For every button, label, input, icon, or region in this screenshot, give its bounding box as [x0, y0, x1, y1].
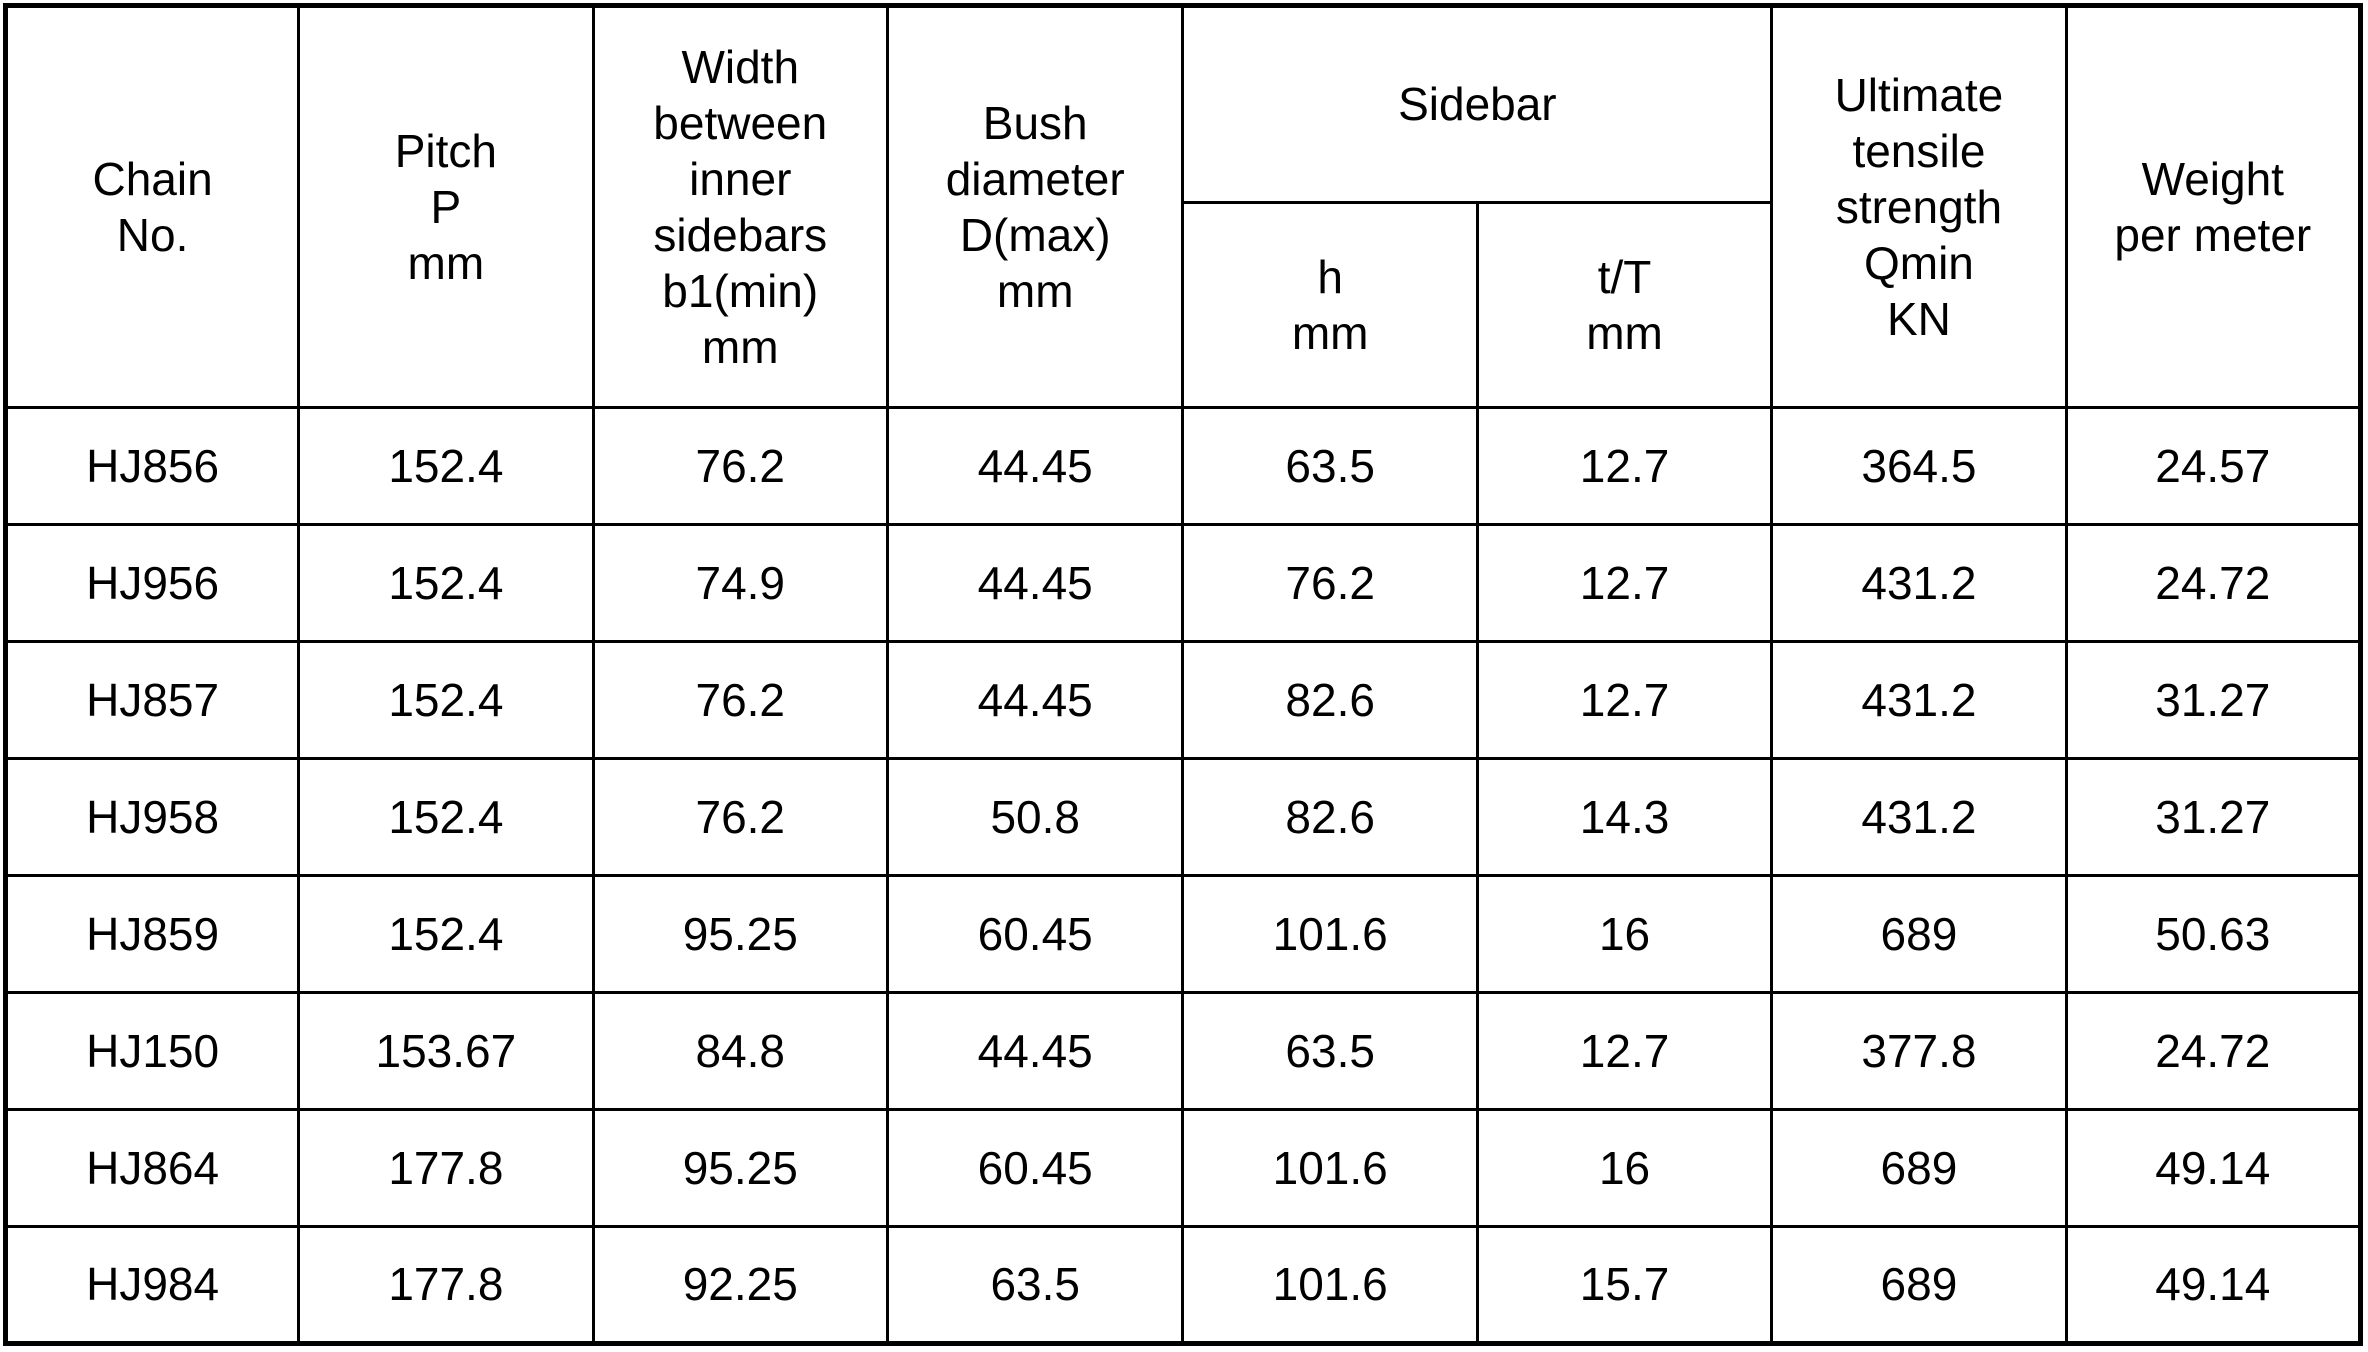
cell-width-inner-sidebars: 76.2	[591, 640, 889, 760]
cell-pitch: 152.4	[297, 874, 595, 994]
header-row-top: Chain No. Pitch P mm Width between inner…	[3, 4, 2363, 409]
cell-weight-per-meter: 24.72	[2064, 523, 2363, 643]
col-header-sidebar-tt: t/T mm	[1475, 201, 1774, 409]
cell-weight-per-meter: 31.27	[2064, 757, 2363, 877]
cell-sidebar-h: 63.5	[1181, 406, 1479, 526]
cell-pitch: 152.4	[297, 757, 595, 877]
chain-spec-table: Chain No. Pitch P mm Width between inner…	[3, 3, 2363, 1346]
cell-width-inner-sidebars: 95.25	[591, 874, 889, 994]
cell-chain-no: HJ857	[3, 640, 301, 760]
cell-weight-per-meter: 24.72	[2064, 991, 2363, 1111]
cell-weight-per-meter: 49.14	[2064, 1108, 2363, 1228]
cell-chain-no: HJ150	[3, 991, 301, 1111]
cell-sidebar-tt: 12.7	[1475, 523, 1774, 643]
col-header-sidebar-h: h mm	[1181, 201, 1479, 409]
cell-width-inner-sidebars: 74.9	[591, 523, 889, 643]
table-header: Chain No. Pitch P mm Width between inner…	[3, 4, 2363, 409]
col-header-bush-diameter: Bush diameter D(max) mm	[885, 4, 1185, 409]
table-body: HJ856 152.4 76.2 44.45 63.5 12.7 364.5 2…	[3, 406, 2363, 1345]
col-header-sidebar-group: Sidebar	[1181, 4, 1774, 204]
cell-pitch: 152.4	[297, 406, 595, 526]
table-row: HJ984 177.8 92.25 63.5 101.6 15.7 689 49…	[3, 1225, 2363, 1345]
cell-bush-diameter: 44.45	[885, 640, 1185, 760]
cell-chain-no: HJ984	[3, 1225, 301, 1345]
cell-bush-diameter: 44.45	[885, 523, 1185, 643]
cell-ultimate-tensile: 689	[1770, 1108, 2068, 1228]
cell-bush-diameter: 44.45	[885, 406, 1185, 526]
cell-width-inner-sidebars: 95.25	[591, 1108, 889, 1228]
cell-chain-no: HJ864	[3, 1108, 301, 1228]
cell-sidebar-tt: 12.7	[1475, 406, 1774, 526]
cell-pitch: 177.8	[297, 1108, 595, 1228]
col-header-ultimate-tensile: Ultimate tensile strength Qmin KN	[1770, 4, 2068, 409]
cell-sidebar-tt: 14.3	[1475, 757, 1774, 877]
cell-ultimate-tensile: 377.8	[1770, 991, 2068, 1111]
cell-ultimate-tensile: 431.2	[1770, 523, 2068, 643]
cell-ultimate-tensile: 364.5	[1770, 406, 2068, 526]
table-row: HJ150 153.67 84.8 44.45 63.5 12.7 377.8 …	[3, 991, 2363, 1111]
cell-bush-diameter: 50.8	[885, 757, 1185, 877]
cell-sidebar-tt: 16	[1475, 874, 1774, 994]
cell-sidebar-tt: 16	[1475, 1108, 1774, 1228]
table-row: HJ958 152.4 76.2 50.8 82.6 14.3 431.2 31…	[3, 757, 2363, 877]
cell-bush-diameter: 60.45	[885, 1108, 1185, 1228]
col-header-chain-no: Chain No.	[3, 4, 301, 409]
cell-sidebar-tt: 12.7	[1475, 991, 1774, 1111]
cell-bush-diameter: 60.45	[885, 874, 1185, 994]
cell-pitch: 153.67	[297, 991, 595, 1111]
cell-width-inner-sidebars: 84.8	[591, 991, 889, 1111]
cell-pitch: 177.8	[297, 1225, 595, 1345]
col-header-width-inner-sidebars: Width between inner sidebars b1(min) mm	[591, 4, 889, 409]
cell-weight-per-meter: 31.27	[2064, 640, 2363, 760]
cell-sidebar-h: 101.6	[1181, 874, 1479, 994]
cell-width-inner-sidebars: 76.2	[591, 757, 889, 877]
table-row: HJ856 152.4 76.2 44.45 63.5 12.7 364.5 2…	[3, 406, 2363, 526]
cell-sidebar-h: 101.6	[1181, 1225, 1479, 1345]
cell-sidebar-h: 101.6	[1181, 1108, 1479, 1228]
col-header-weight-per-meter: Weight per meter	[2064, 4, 2363, 409]
cell-sidebar-h: 82.6	[1181, 640, 1479, 760]
cell-weight-per-meter: 50.63	[2064, 874, 2363, 994]
cell-sidebar-h: 76.2	[1181, 523, 1479, 643]
cell-chain-no: HJ958	[3, 757, 301, 877]
cell-chain-no: HJ856	[3, 406, 301, 526]
cell-chain-no: HJ859	[3, 874, 301, 994]
cell-ultimate-tensile: 689	[1770, 1225, 2068, 1345]
cell-bush-diameter: 63.5	[885, 1225, 1185, 1345]
cell-sidebar-h: 82.6	[1181, 757, 1479, 877]
table-row: HJ864 177.8 95.25 60.45 101.6 16 689 49.…	[3, 1108, 2363, 1228]
cell-ultimate-tensile: 431.2	[1770, 640, 2068, 760]
cell-sidebar-tt: 12.7	[1475, 640, 1774, 760]
cell-bush-diameter: 44.45	[885, 991, 1185, 1111]
cell-width-inner-sidebars: 76.2	[591, 406, 889, 526]
table-row: HJ857 152.4 76.2 44.45 82.6 12.7 431.2 3…	[3, 640, 2363, 760]
cell-weight-per-meter: 49.14	[2064, 1225, 2363, 1345]
cell-weight-per-meter: 24.57	[2064, 406, 2363, 526]
cell-pitch: 152.4	[297, 640, 595, 760]
table-row: HJ956 152.4 74.9 44.45 76.2 12.7 431.2 2…	[3, 523, 2363, 643]
col-header-pitch: Pitch P mm	[297, 4, 595, 409]
cell-pitch: 152.4	[297, 523, 595, 643]
cell-ultimate-tensile: 431.2	[1770, 757, 2068, 877]
header-row-sub: h mm t/T mm	[6, 201, 2361, 409]
cell-sidebar-h: 63.5	[1181, 991, 1479, 1111]
cell-width-inner-sidebars: 92.25	[591, 1225, 889, 1345]
cell-ultimate-tensile: 689	[1770, 874, 2068, 994]
cell-sidebar-tt: 15.7	[1475, 1225, 1774, 1345]
cell-chain-no: HJ956	[3, 523, 301, 643]
table-row: HJ859 152.4 95.25 60.45 101.6 16 689 50.…	[3, 874, 2363, 994]
